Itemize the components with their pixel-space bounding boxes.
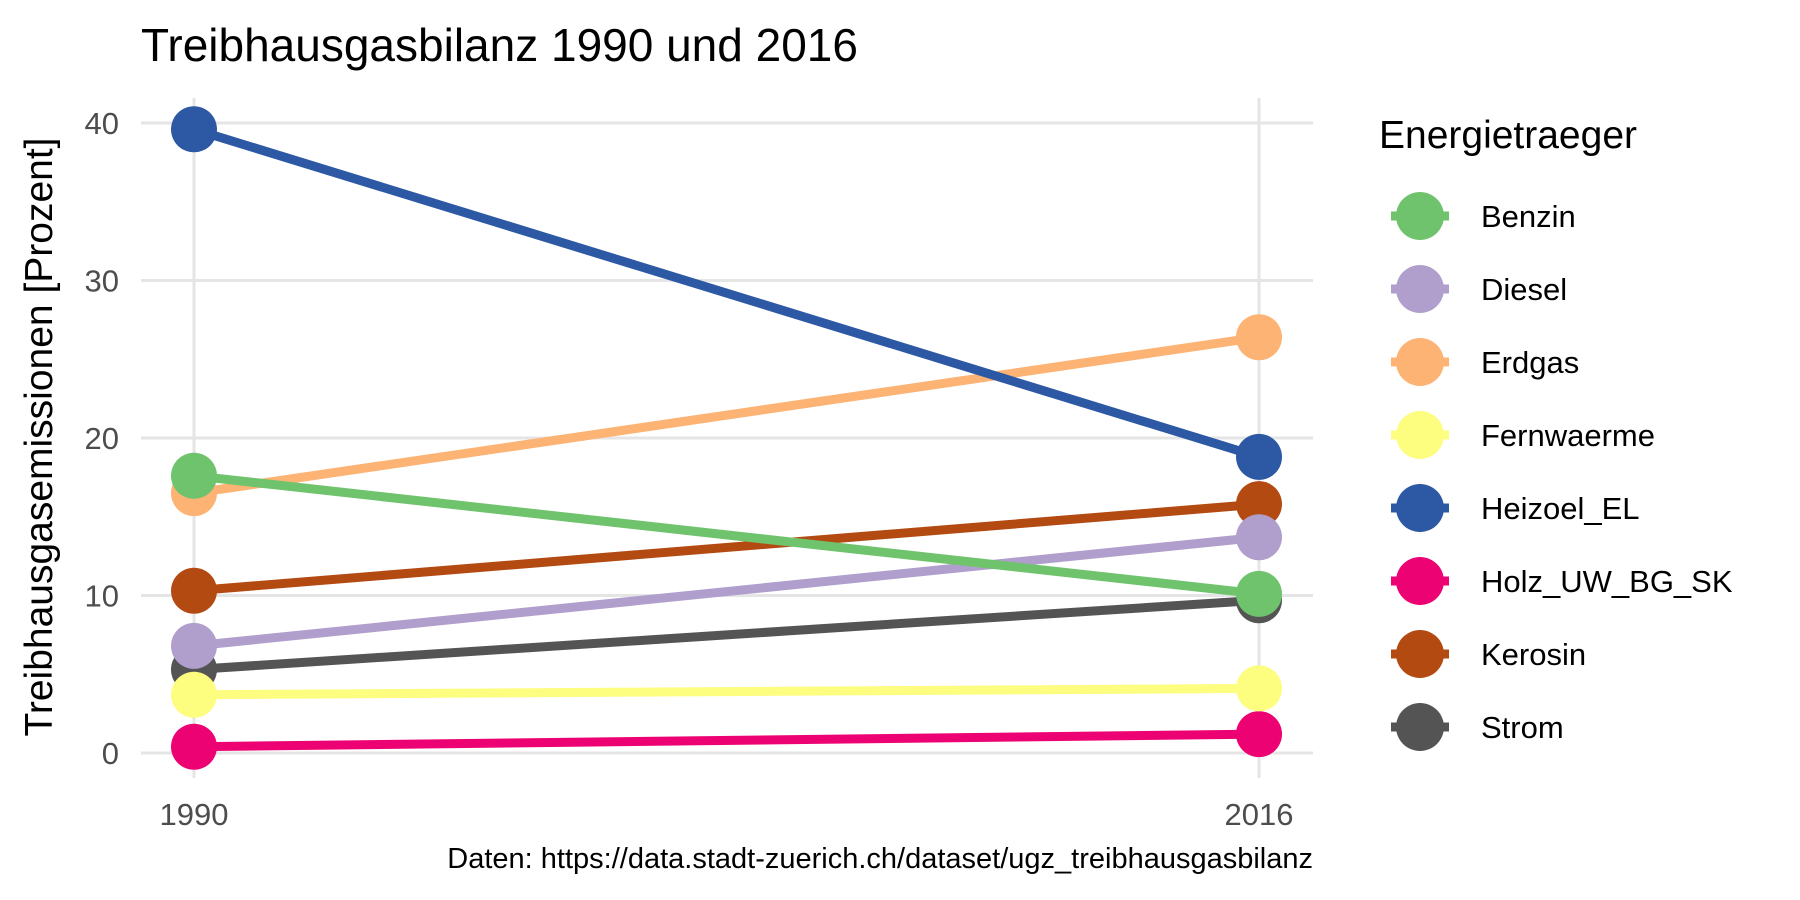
point-holz-uw-bg-sk-1990	[171, 723, 217, 770]
legend-key-point	[1396, 265, 1444, 313]
legend-key-point	[1396, 411, 1444, 459]
y-tick-label: 30	[85, 264, 119, 299]
point-kerosin-1990	[171, 567, 217, 614]
legend-label: Strom	[1481, 710, 1564, 745]
point-diesel-1990	[171, 622, 217, 669]
legend-label: Diesel	[1481, 272, 1567, 307]
legend-item-diesel: Diesel	[1391, 265, 1567, 313]
legend-item-strom: Strom	[1391, 703, 1564, 751]
point-diesel-2016	[1236, 514, 1282, 561]
series-points	[171, 106, 1282, 770]
legend-label: Kerosin	[1481, 637, 1586, 672]
point-fernwaerme-1990	[171, 671, 217, 718]
series-line-heizoel-el	[192, 124, 1261, 462]
point-kerosin-2016	[1236, 481, 1282, 528]
x-tick-label: 2016	[1225, 797, 1294, 832]
series-line-strom	[193, 595, 1260, 675]
point-fernwaerme-2016	[1236, 665, 1282, 712]
legend-item-benzin: Benzin	[1391, 192, 1576, 240]
legend-key-point	[1396, 484, 1444, 532]
chart-caption: Daten: https://data.stadt-zuerich.ch/dat…	[447, 843, 1313, 875]
legend-label: Erdgas	[1481, 345, 1579, 380]
y-tick-label: 10	[85, 579, 119, 614]
legend-key-point	[1396, 630, 1444, 678]
x-tick-label: 1990	[160, 797, 229, 832]
point-holz-uw-bg-sk-2016	[1236, 711, 1282, 758]
legend-label: Holz_UW_BG_SK	[1481, 564, 1733, 599]
series-lines	[192, 124, 1261, 752]
point-heizoel-el-1990	[171, 106, 217, 153]
legend-label: Benzin	[1481, 199, 1576, 234]
legend-title: Energietraeger	[1379, 114, 1637, 157]
y-tick-label: 40	[85, 106, 119, 141]
legend-label: Fernwaerme	[1481, 418, 1655, 453]
point-benzin-2016	[1236, 570, 1282, 617]
legend-key-point	[1396, 703, 1444, 751]
series-line-holz-uw-bg-sk	[193, 729, 1260, 752]
chart-title: Treibhausgasbilanz 1990 und 2016	[141, 19, 858, 71]
legend-key-point	[1396, 557, 1444, 605]
grid	[141, 98, 1313, 778]
y-tick-label: 20	[85, 421, 119, 456]
legend-label: Heizoel_EL	[1481, 491, 1640, 526]
legend-item-fernwaerme: Fernwaerme	[1391, 411, 1655, 459]
legend-key-point	[1396, 192, 1444, 240]
series-line-erdgas	[193, 332, 1260, 498]
legend-item-heizoel-el: Heizoel_EL	[1391, 484, 1640, 532]
legend-key-point	[1396, 338, 1444, 386]
series-line-kerosin	[193, 499, 1260, 596]
legend-item-kerosin: Kerosin	[1391, 630, 1586, 678]
point-heizoel-el-2016	[1236, 433, 1282, 480]
y-axis-title: Treibhausgasemissionen [Prozent]	[18, 137, 61, 736]
legend-item-holz-uw-bg-sk: Holz_UW_BG_SK	[1391, 557, 1733, 605]
point-erdgas-2016	[1236, 314, 1282, 361]
legend: Energietraeger Benzin Diesel Erdgas Fernwae…	[1379, 114, 1733, 751]
axis-ticks: 0 10 20 30 40 1990 2016	[85, 106, 1294, 832]
series-line-fernwaerme	[193, 683, 1260, 700]
series-line-benzin	[193, 471, 1260, 599]
y-tick-label: 0	[102, 736, 119, 771]
point-benzin-1990	[171, 452, 217, 499]
legend-item-erdgas: Erdgas	[1391, 338, 1579, 386]
series-line-diesel	[193, 532, 1260, 651]
